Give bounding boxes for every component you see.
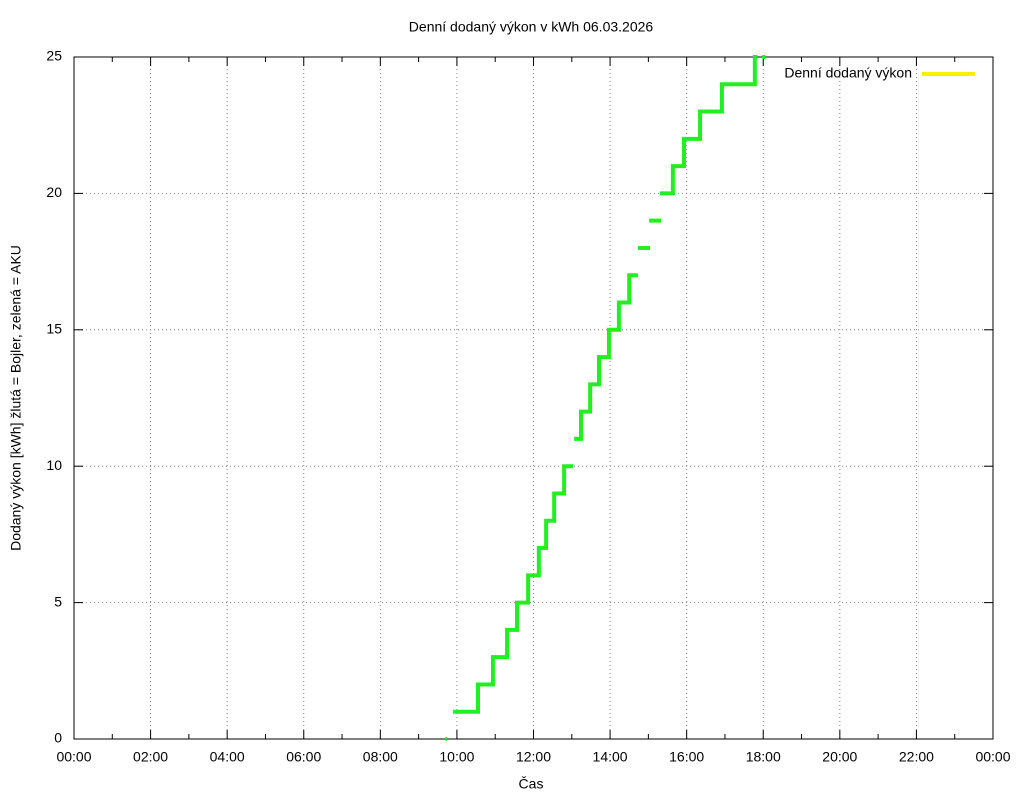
x-tick-label: 08:00: [363, 749, 398, 765]
x-tick-label: 22:00: [899, 749, 934, 765]
x-tick-label: 00:00: [56, 749, 91, 765]
x-tick-label: 20:00: [822, 749, 857, 765]
chart-title: Denní dodaný výkon v kWh 06.03.2026: [409, 19, 654, 35]
x-tick-label: 04:00: [210, 749, 245, 765]
x-tick-label: 10:00: [439, 749, 474, 765]
x-tick-label: 06:00: [286, 749, 321, 765]
x-tick-label: 18:00: [746, 749, 781, 765]
y-tick-label: 15: [46, 321, 62, 337]
plot-frame: [73, 56, 994, 740]
y-tick-label: 25: [46, 48, 62, 64]
x-tick-label: 14:00: [593, 749, 628, 765]
x-axis-label: Čas: [519, 776, 544, 792]
x-tick-label: 00:00: [975, 749, 1010, 765]
legend-label: Denní dodaný výkon: [784, 65, 912, 81]
x-tick-label: 16:00: [669, 749, 704, 765]
y-axis-label: Dodaný výkon [kWh] žlutá = Bojler, zelen…: [8, 245, 24, 551]
data-line: [445, 55, 766, 741]
x-tick-label: 12:00: [516, 749, 551, 765]
y-tick-label: 10: [46, 457, 62, 473]
y-tick-label: 20: [46, 184, 62, 200]
y-tick-label: 5: [54, 593, 62, 609]
y-tick-label: 0: [54, 730, 62, 746]
x-tick-label: 02:00: [133, 749, 168, 765]
